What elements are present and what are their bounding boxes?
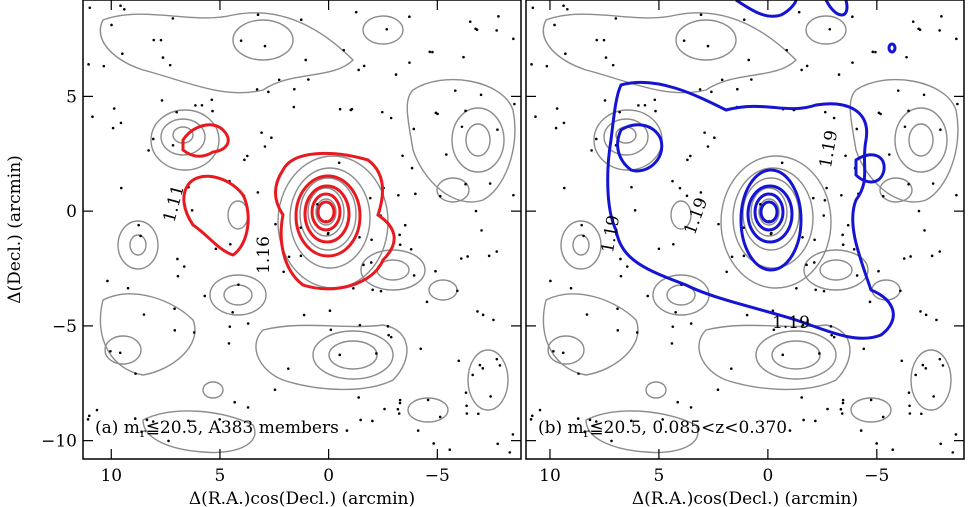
x-axis-label: Δ(R.A.)cos(Decl.) (arcmin): [189, 489, 415, 507]
panel-label-prefix: (b) m: [538, 418, 584, 438]
panel-label-sub: r: [584, 426, 590, 440]
panel-b: 10 5 0 −5 Δ(R.A.)cos(Decl.) (arcmin) (b) mr≦2…: [525, 0, 965, 507]
contour-label: 1.11: [160, 183, 189, 225]
contour-label: 1.19: [598, 214, 624, 255]
x-tick-label: −5: [864, 466, 889, 486]
contour-label: 1.19: [816, 129, 842, 170]
x-tick-label: 5: [215, 466, 226, 486]
contour-label: 1.19: [772, 313, 810, 333]
plot-frame: [82, 0, 522, 460]
panel-label-rest: ≦20.5, 0.085<z<0.370: [589, 418, 787, 438]
y-tick-label: 0: [66, 202, 77, 222]
x-axis-label: Δ(R.A.)cos(Decl.) (arcmin): [632, 489, 858, 507]
y-axis-label: Δ(Decl.) (arcmin): [5, 155, 25, 304]
panel-label-prefix: (a) m: [95, 418, 140, 438]
y-tick-label: −5: [52, 317, 77, 337]
y-tick-label: 5: [66, 87, 77, 107]
x-tick-label: 0: [762, 466, 773, 486]
x-tick-label: 10: [539, 466, 561, 486]
x-tick-label: −5: [425, 466, 450, 486]
density-contours: [606, 0, 897, 340]
plot-frame: [525, 0, 965, 460]
x-tick-label: 5: [654, 466, 665, 486]
panel-label: (b) mr≦20.5, 0.085<z<0.370: [538, 418, 787, 440]
panel-label-rest: ≦20.5, A383 members: [146, 418, 339, 438]
y-tick-label: −10: [41, 432, 77, 452]
density-contours: [181, 123, 396, 291]
contour-label: 1.16: [254, 236, 274, 274]
panel-a: 10 5 0 −5 −10 −5 0 5 Δ(R.A.)cos(Decl.) (arcmin) Δ…: [5, 0, 522, 507]
x-tick-label: 10: [100, 466, 122, 486]
panel-label-sub: r: [140, 426, 146, 440]
panel-label: (a) mr≦20.5, A383 members: [95, 418, 339, 440]
x-tick-label: 0: [323, 466, 334, 486]
